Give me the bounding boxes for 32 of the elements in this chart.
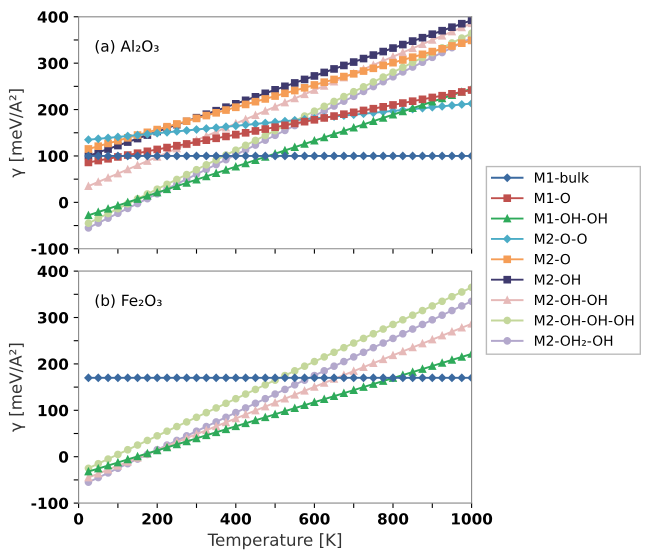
- x-tick-label: 400: [220, 513, 252, 525]
- legend-label: M2-OH₂-OH: [534, 335, 612, 346]
- y-tick-label: 400: [38, 11, 68, 23]
- legend-label: M2-OH-OH-OH: [534, 315, 634, 326]
- x-tick-label: 1000: [452, 513, 492, 525]
- legend-label: M2-OH: [534, 274, 580, 285]
- legend-label: M1-bulk: [534, 172, 589, 183]
- legend-label: M1-O: [534, 192, 570, 204]
- x-tick-label: 0: [74, 513, 84, 525]
- legend-label: M1-OH-OH: [534, 213, 607, 224]
- y-tick-label: -100: [31, 243, 68, 255]
- x-tick-label: 600: [299, 513, 330, 525]
- y-tick-label: -100: [31, 498, 68, 510]
- y-tick-label: 200: [38, 358, 68, 370]
- legend-label: M2-O-O: [534, 233, 587, 244]
- y-tick-label: 0: [58, 451, 68, 463]
- x-axis-title: Temperature [K]: [208, 533, 342, 550]
- legend-label: M2-OH-OH: [534, 294, 607, 306]
- y-tick-label: 400: [38, 266, 68, 278]
- y-axis-title: γ [meV/A²]: [8, 344, 26, 432]
- y-tick-label: 300: [38, 312, 68, 324]
- annotation: (a) Al₂O₃: [96, 40, 159, 54]
- y-tick-label: 200: [38, 104, 68, 116]
- legend-label: M2-O: [534, 254, 570, 264]
- annotation: (b) Fe₂O₃: [96, 294, 162, 308]
- y-tick-label: 100: [38, 404, 68, 416]
- y-axis-title: γ [meV/A²]: [8, 89, 26, 178]
- x-tick-label: 200: [142, 513, 172, 525]
- x-tick-label: 800: [378, 513, 408, 525]
- y-tick-label: 100: [38, 150, 68, 162]
- y-tick-label: 300: [38, 58, 68, 70]
- y-tick-label: 0: [58, 196, 68, 208]
